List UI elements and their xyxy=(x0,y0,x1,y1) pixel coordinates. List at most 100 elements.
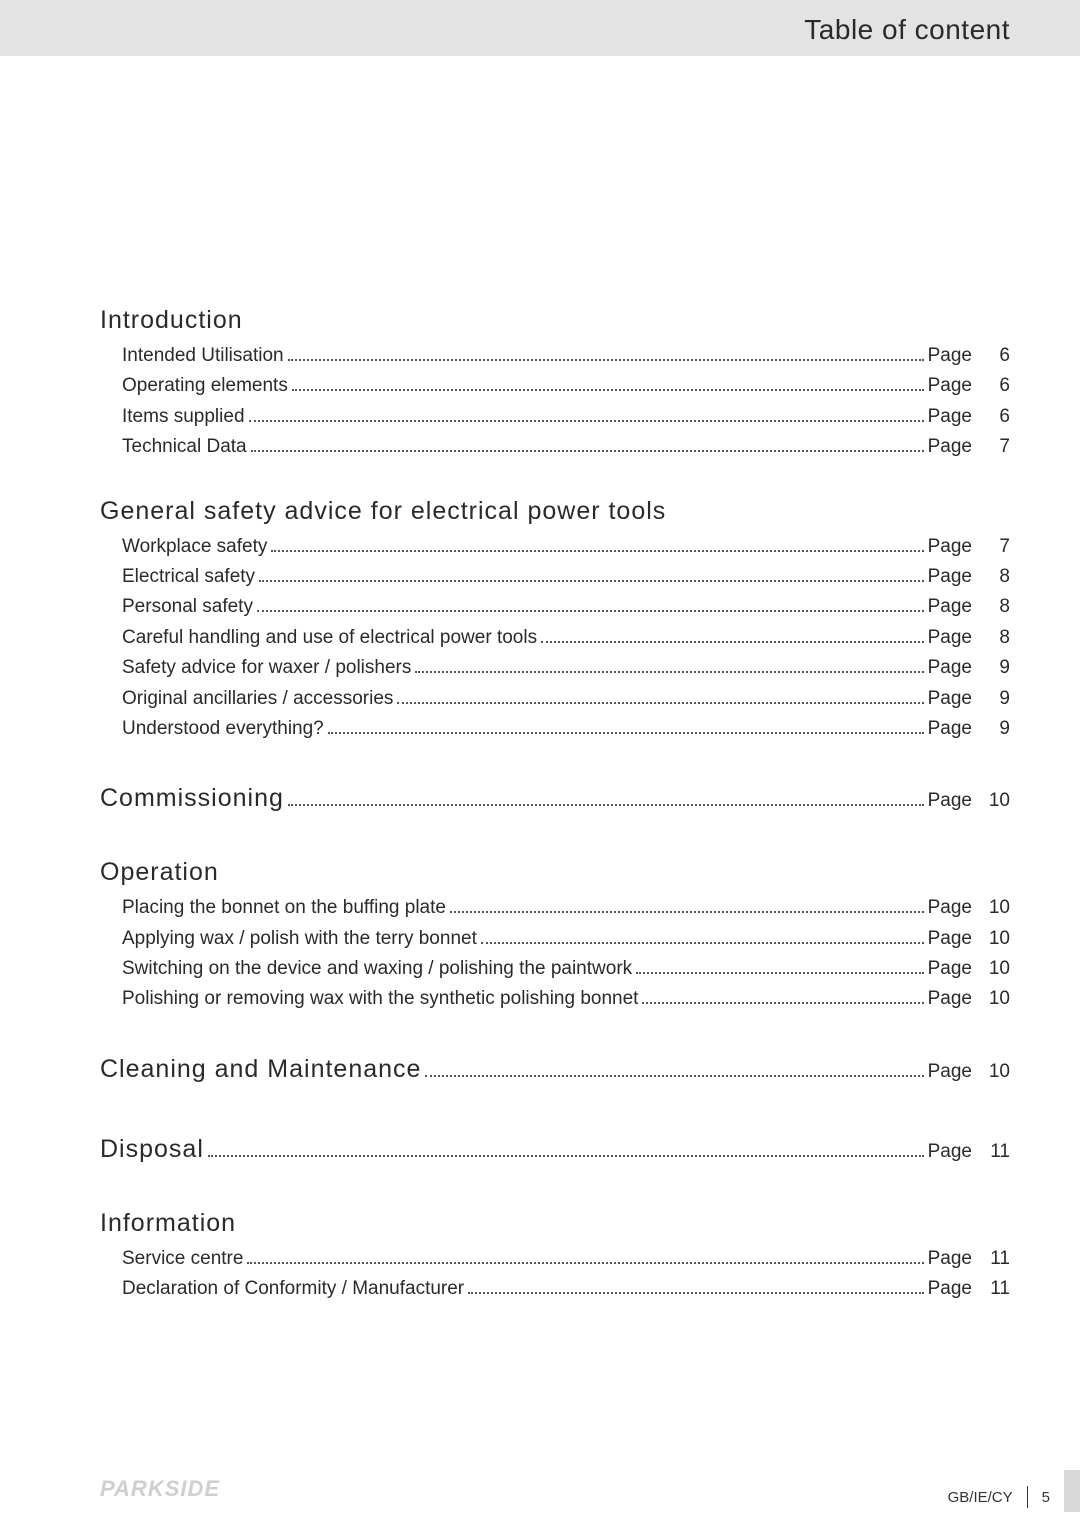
toc-section: General safety advice for electrical pow… xyxy=(100,497,1010,745)
toc-page-word: Page xyxy=(928,592,982,622)
toc-content: IntroductionIntended UtilisationPage6Ope… xyxy=(0,56,1080,1305)
toc-page-num: 7 xyxy=(982,432,1010,462)
page-title: Table of content xyxy=(804,14,1010,46)
toc-page-word: Page xyxy=(928,984,982,1014)
toc-section-heading: Cleaning and Maintenance xyxy=(100,1049,421,1089)
toc-entry-label: Intended Utilisation xyxy=(122,341,284,371)
toc-entry: Polishing or removing wax with the synth… xyxy=(100,984,1010,1014)
toc-page-word: Page xyxy=(928,532,982,562)
toc-section: OperationPlacing the bonnet on the buffi… xyxy=(100,858,1010,1015)
toc-page-num: 11 xyxy=(982,1137,1010,1167)
toc-page-num: 8 xyxy=(982,562,1010,592)
toc-section: Commissioning Page10 xyxy=(100,778,1010,824)
toc-entry-label: Declaration of Conformity / Manufacturer xyxy=(122,1274,464,1304)
toc-section: IntroductionIntended UtilisationPage6Ope… xyxy=(100,306,1010,463)
toc-leader-dots xyxy=(468,1292,923,1294)
toc-page-num: 6 xyxy=(982,371,1010,401)
toc-page-word: Page xyxy=(928,562,982,592)
toc-entry: Original ancillaries / accessories Page9 xyxy=(100,684,1010,714)
toc-entry-label: Safety advice for waxer / polishers xyxy=(122,653,411,683)
toc-entry: Careful handling and use of electrical p… xyxy=(100,623,1010,653)
footer-page-number: 5 xyxy=(1042,1489,1050,1506)
toc-leader-dots xyxy=(259,580,924,582)
toc-page-word: Page xyxy=(928,1137,982,1167)
toc-page-word: Page xyxy=(928,684,982,714)
toc-section-heading: Disposal xyxy=(100,1129,204,1169)
toc-page-word: Page xyxy=(928,371,982,401)
footer: PARKSIDE GB/IE/CY 5 xyxy=(0,1468,1080,1508)
toc-entry-label: Technical Data xyxy=(122,432,247,462)
toc-entry: Workplace safety Page7 xyxy=(100,532,1010,562)
toc-page-num: 10 xyxy=(982,786,1010,816)
toc-page-word: Page xyxy=(928,786,982,816)
toc-section: InformationService centrePage11Declarati… xyxy=(100,1209,1010,1305)
toc-page-word: Page xyxy=(928,954,982,984)
toc-section: Disposal Page11 xyxy=(100,1129,1010,1175)
toc-page-num: 10 xyxy=(982,1057,1010,1087)
toc-entry: Switching on the device and waxing / pol… xyxy=(100,954,1010,984)
toc-page-word: Page xyxy=(928,924,982,954)
toc-heading-row: Disposal Page11 xyxy=(100,1129,1010,1175)
toc-page-num: 9 xyxy=(982,653,1010,683)
toc-entry: Technical Data Page7 xyxy=(100,432,1010,462)
edge-tab xyxy=(1064,1470,1080,1512)
toc-entry-label: Understood everything? xyxy=(122,714,324,744)
toc-page-num: 10 xyxy=(982,984,1010,1014)
toc-entry-label: Original ancillaries / accessories xyxy=(122,684,393,714)
brand-logo: PARKSIDE xyxy=(100,1476,220,1502)
toc-leader-dots xyxy=(481,942,924,944)
toc-page-num: 11 xyxy=(982,1274,1010,1304)
toc-leader-dots xyxy=(251,450,924,452)
toc-page-word: Page xyxy=(928,714,982,744)
toc-page-num: 6 xyxy=(982,341,1010,371)
toc-entry: Items suppliedPage6 xyxy=(100,402,1010,432)
toc-leader-dots xyxy=(208,1155,924,1157)
toc-page-num: 10 xyxy=(982,954,1010,984)
toc-section-heading: Information xyxy=(100,1209,1010,1238)
toc-leader-dots xyxy=(425,1075,923,1077)
footer-separator xyxy=(1027,1486,1028,1508)
toc-leader-dots xyxy=(636,972,923,974)
toc-section-heading: Commissioning xyxy=(100,778,284,818)
toc-leader-dots xyxy=(328,732,924,734)
toc-leader-dots xyxy=(541,641,924,643)
toc-leader-dots xyxy=(288,804,924,806)
toc-leader-dots xyxy=(288,359,924,361)
toc-section-heading: Operation xyxy=(100,858,1010,887)
toc-entry: Safety advice for waxer / polishers Page9 xyxy=(100,653,1010,683)
toc-entry-label: Switching on the device and waxing / pol… xyxy=(122,954,632,984)
toc-entry-label: Personal safety xyxy=(122,592,253,622)
toc-entry: Operating elements Page6 xyxy=(100,371,1010,401)
toc-leader-dots xyxy=(257,610,924,612)
toc-entry: Personal safetyPage8 xyxy=(100,592,1010,622)
toc-heading-row: Cleaning and MaintenancePage10 xyxy=(100,1049,1010,1095)
toc-page-num: 9 xyxy=(982,684,1010,714)
toc-entry-label: Operating elements xyxy=(122,371,288,401)
toc-leader-dots xyxy=(271,550,923,552)
toc-entry-label: Service centre xyxy=(122,1244,243,1274)
toc-page-num: 8 xyxy=(982,623,1010,653)
toc-page-word: Page xyxy=(928,653,982,683)
toc-page-num: 10 xyxy=(982,893,1010,923)
toc-entry: Electrical safety Page8 xyxy=(100,562,1010,592)
toc-page-num: 10 xyxy=(982,924,1010,954)
toc-entry: Intended UtilisationPage6 xyxy=(100,341,1010,371)
toc-page-num: 7 xyxy=(982,532,1010,562)
toc-page-word: Page xyxy=(928,1274,982,1304)
toc-page-word: Page xyxy=(928,623,982,653)
toc-leader-dots xyxy=(292,389,924,391)
toc-entry-label: Polishing or removing wax with the synth… xyxy=(122,984,638,1014)
toc-entry: Declaration of Conformity / Manufacturer… xyxy=(100,1274,1010,1304)
toc-entry-label: Items supplied xyxy=(122,402,245,432)
toc-leader-dots xyxy=(247,1262,923,1264)
toc-entry-label: Electrical safety xyxy=(122,562,255,592)
footer-right: GB/IE/CY 5 xyxy=(948,1486,1050,1508)
toc-entry: Service centrePage11 xyxy=(100,1244,1010,1274)
toc-leader-dots xyxy=(642,1002,923,1004)
toc-page-word: Page xyxy=(928,432,982,462)
toc-entry-label: Careful handling and use of electrical p… xyxy=(122,623,537,653)
toc-entry-label: Workplace safety xyxy=(122,532,267,562)
toc-page-num: 6 xyxy=(982,402,1010,432)
toc-leader-dots xyxy=(397,702,923,704)
toc-page-num: 11 xyxy=(982,1244,1010,1274)
